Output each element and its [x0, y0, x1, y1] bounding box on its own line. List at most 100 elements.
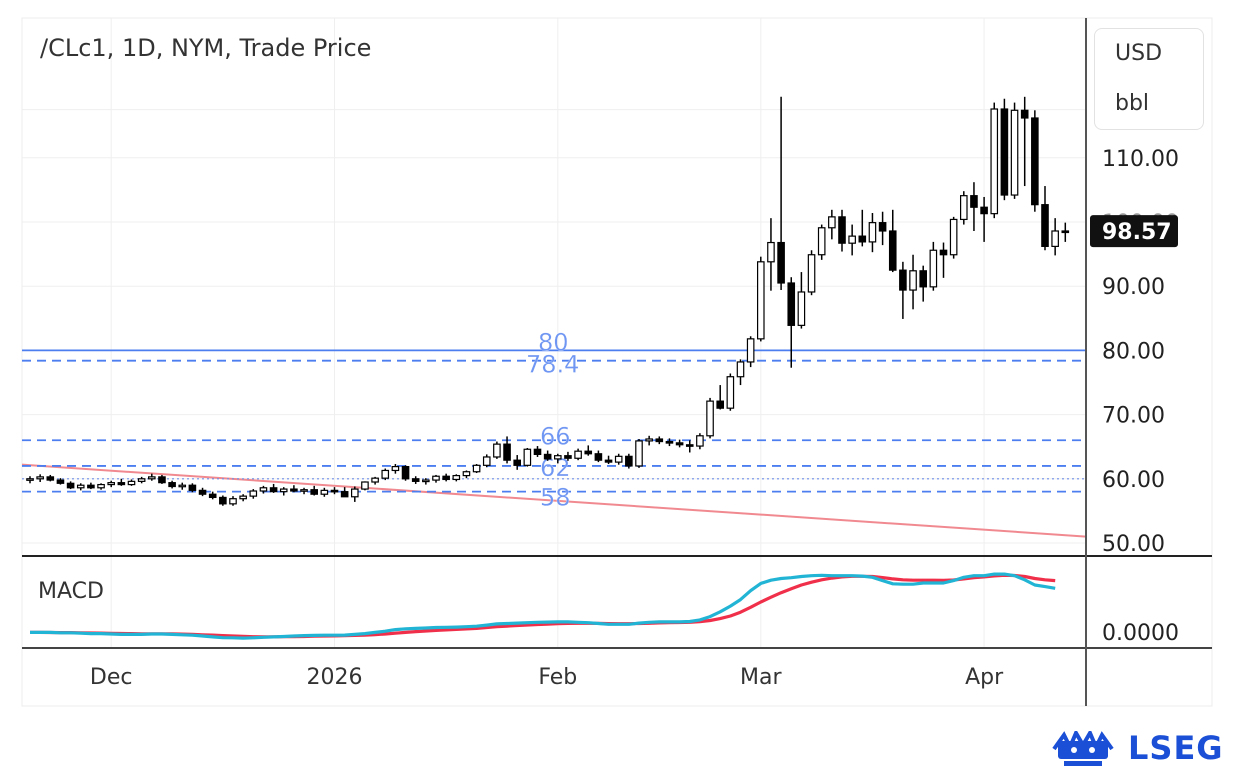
- lseg-crest-icon: [1052, 731, 1114, 766]
- currency-label: USD: [1115, 41, 1163, 66]
- macd-line-macd: [30, 572, 1056, 640]
- candle-body: [797, 291, 806, 326]
- candles: [26, 96, 1070, 506]
- candle-body: [330, 489, 339, 493]
- candle-body: [604, 459, 613, 463]
- level-label-78-4: 78.4: [526, 351, 579, 379]
- candle-body: [706, 400, 714, 437]
- candle-body: [320, 489, 329, 495]
- candle-body: [36, 476, 44, 480]
- lseg-logo: LSEG: [1050, 727, 1223, 771]
- candle-body: [87, 484, 95, 489]
- candle-body: [929, 249, 938, 288]
- level-label-58: 58: [540, 484, 571, 512]
- candle-body: [858, 235, 867, 243]
- candle-body: [594, 453, 603, 461]
- y-tick-label: 110.00: [1102, 147, 1179, 172]
- candle-body: [574, 450, 582, 459]
- y-tick-label: 50.00: [1102, 532, 1165, 557]
- candle-body: [148, 476, 156, 480]
- candle-body: [1031, 117, 1039, 206]
- candle-body: [635, 440, 643, 467]
- chart-title: /CLc1, 1D, NYM, Trade Price: [40, 34, 371, 62]
- unit-selector[interactable]: USD bbl: [1094, 28, 1204, 130]
- x-tick-label: Mar: [740, 665, 782, 690]
- candle-body: [756, 261, 765, 340]
- candle-body: [371, 477, 379, 483]
- candle-body: [543, 453, 552, 460]
- candle-body: [1010, 109, 1019, 196]
- candle-body: [878, 222, 887, 232]
- candle-body: [919, 270, 928, 288]
- candle-body: [442, 475, 450, 481]
- candle-body: [553, 455, 562, 460]
- trendline: [21, 463, 1087, 538]
- candle-body: [888, 230, 897, 271]
- candle-body: [767, 241, 775, 263]
- candle-body: [1061, 230, 1070, 234]
- candle-body: [472, 464, 481, 473]
- candle-body: [188, 484, 197, 491]
- candle-body: [970, 195, 978, 208]
- candle-body: [625, 455, 633, 467]
- candle-body: [868, 222, 877, 243]
- candle-body: [137, 478, 146, 482]
- candle-body: [76, 484, 85, 489]
- candle-body: [340, 491, 349, 498]
- macd-panel: 0.0000: [30, 572, 1179, 646]
- candle-body: [198, 489, 207, 495]
- candle-body: [107, 482, 116, 486]
- candle-body: [219, 496, 227, 505]
- candle-body: [848, 235, 856, 244]
- last-price-label: 98.57: [1102, 220, 1172, 245]
- candle-body: [310, 489, 319, 495]
- candle-body: [127, 480, 136, 486]
- candle-body: [564, 455, 572, 459]
- candle-body: [239, 495, 247, 500]
- candle-body: [361, 481, 369, 490]
- candle-body: [746, 338, 755, 363]
- candle-body: [391, 466, 400, 472]
- x-tick-label: 2026: [307, 665, 363, 690]
- candle-body: [300, 489, 308, 492]
- axes: 110.0090.0080.0070.0060.0050.00100.0098.…: [22, 18, 1212, 706]
- candle-body: [462, 471, 471, 477]
- candle-body: [422, 479, 430, 483]
- candle-body: [208, 493, 217, 499]
- y-tick-label: 70.00: [1102, 404, 1165, 429]
- candle-body: [614, 455, 623, 463]
- candle-body: [66, 482, 75, 489]
- candle-body: [503, 443, 511, 461]
- candle-body: [178, 484, 187, 488]
- candle-body: [1000, 108, 1009, 196]
- candle-body: [249, 490, 258, 497]
- candle-body: [26, 478, 34, 481]
- candle-body: [980, 206, 988, 215]
- candle-body: [696, 435, 704, 447]
- candle-body: [726, 376, 735, 409]
- macd-label: MACD: [38, 579, 104, 604]
- candle-body: [513, 459, 522, 466]
- candle-body: [432, 475, 440, 481]
- candle-body: [351, 488, 359, 498]
- x-tick-label: Feb: [538, 665, 577, 690]
- candle-body: [493, 443, 501, 458]
- x-tick-label: Apr: [965, 665, 1004, 690]
- candle-body: [269, 487, 278, 493]
- logo-text: LSEG: [1128, 729, 1224, 767]
- candle-body: [675, 442, 684, 446]
- last-price-badge: [1090, 215, 1178, 248]
- candle-body: [46, 476, 55, 481]
- candle-body: [523, 448, 532, 466]
- candle-body: [411, 478, 420, 482]
- candle-body: [939, 249, 948, 256]
- candle-body: [117, 482, 126, 486]
- candle-body: [736, 361, 745, 378]
- y-tick-label: 60.00: [1102, 468, 1165, 493]
- candle-body: [909, 270, 917, 291]
- candle-body: [685, 444, 694, 447]
- candle-body: [584, 450, 593, 455]
- candle-body: [533, 448, 542, 456]
